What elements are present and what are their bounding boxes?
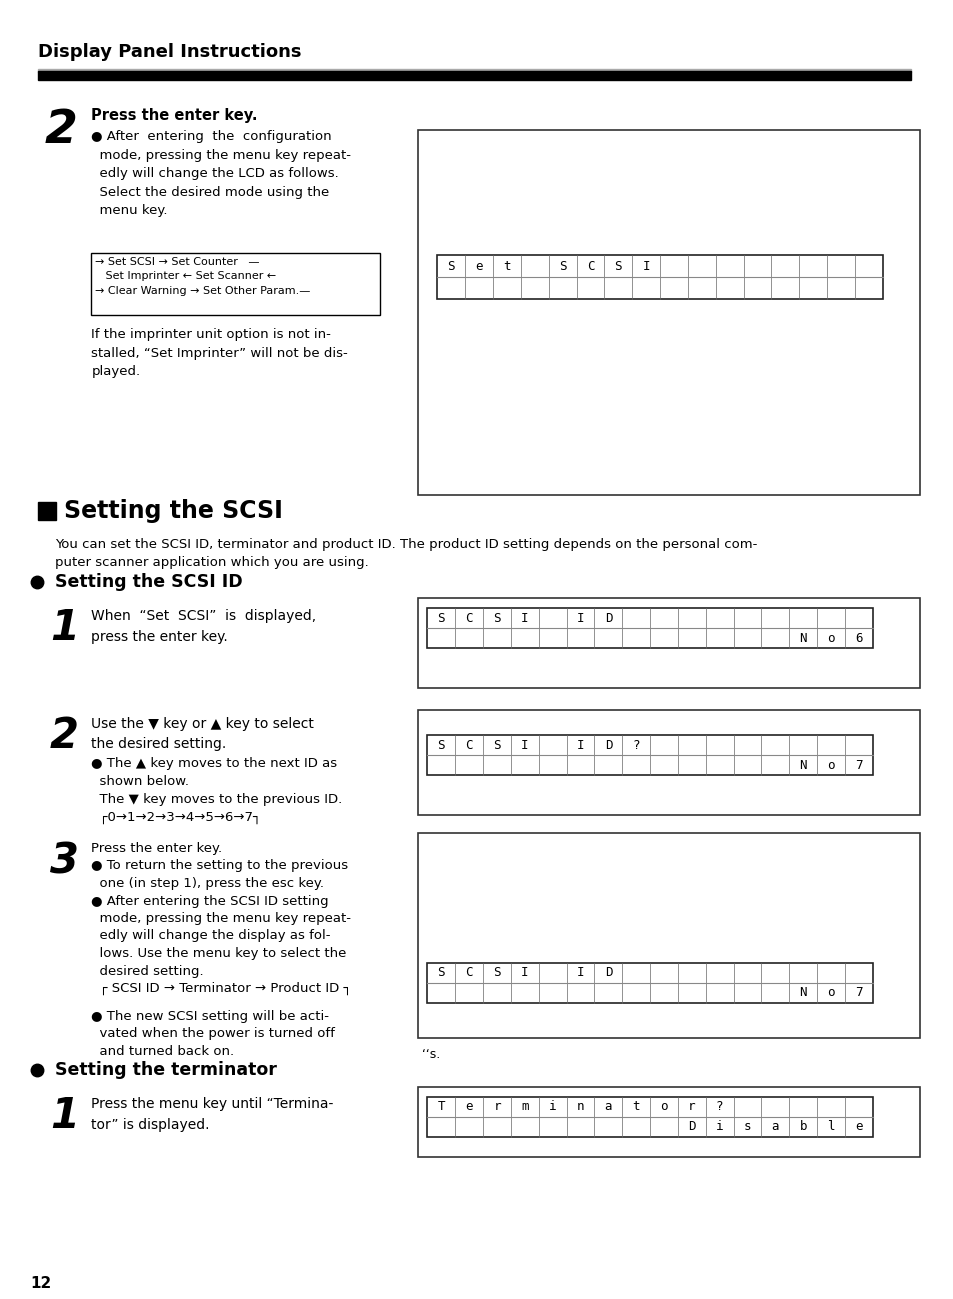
Text: S: S — [493, 739, 500, 752]
Text: 7: 7 — [854, 759, 862, 772]
Text: Press the menu key until “Termina-
tor” is displayed.: Press the menu key until “Termina- tor” … — [91, 1096, 334, 1131]
Text: 1: 1 — [50, 607, 78, 650]
Text: N: N — [799, 759, 806, 772]
Text: 3: 3 — [50, 840, 78, 882]
Text: b: b — [799, 1121, 806, 1134]
Text: ?: ? — [715, 1100, 722, 1113]
Text: ?: ? — [632, 739, 639, 752]
Text: e: e — [854, 1121, 862, 1134]
Text: o: o — [826, 631, 834, 644]
Bar — [417, 833, 919, 1038]
Text: e: e — [475, 260, 482, 273]
Text: N: N — [799, 986, 806, 999]
Text: I: I — [641, 260, 649, 273]
Text: n: n — [577, 1100, 583, 1113]
Text: N: N — [799, 631, 806, 644]
Text: You can set the SCSI ID, terminator and product ID. The product ID setting depen: You can set the SCSI ID, terminator and … — [54, 538, 757, 569]
Text: m: m — [520, 1100, 528, 1113]
Text: 2: 2 — [50, 714, 78, 757]
Text: Use the ▼ key or ▲ key to select
the desired setting.: Use the ▼ key or ▲ key to select the des… — [91, 717, 314, 751]
Text: S: S — [493, 612, 500, 625]
Text: S: S — [493, 966, 500, 979]
Text: C: C — [586, 260, 594, 273]
Text: o: o — [659, 1100, 667, 1113]
Text: e: e — [465, 1100, 473, 1113]
Text: T: T — [437, 1100, 445, 1113]
Text: Press the enter key.: Press the enter key. — [91, 108, 257, 123]
Text: Display Panel Instructions: Display Panel Instructions — [38, 43, 301, 61]
Text: t: t — [632, 1100, 639, 1113]
Text: s: s — [743, 1121, 751, 1134]
Text: When  “Set  SCSI”  is  displayed,
press the enter key.: When “Set SCSI” is displayed, press the … — [91, 609, 316, 643]
Text: ● After  entering  the  configuration
  mode, pressing the menu key repeat-
  ed: ● After entering the configuration mode,… — [91, 130, 351, 217]
Text: C: C — [465, 966, 473, 979]
Bar — [427, 608, 872, 648]
Text: l: l — [826, 1121, 834, 1134]
Bar — [38, 71, 909, 81]
Text: S: S — [558, 260, 566, 273]
Bar — [417, 1087, 919, 1157]
Text: Press the enter key.
● To return the setting to the previous
  one (in step 1), : Press the enter key. ● To return the set… — [91, 842, 352, 995]
Text: t: t — [502, 260, 510, 273]
Text: C: C — [465, 739, 473, 752]
Bar — [427, 735, 872, 776]
Text: r: r — [687, 1100, 695, 1113]
Text: D: D — [687, 1121, 695, 1134]
Text: o: o — [826, 986, 834, 999]
Text: I: I — [520, 966, 528, 979]
Text: a: a — [604, 1100, 612, 1113]
Text: ‘‘s.: ‘‘s. — [422, 1048, 440, 1061]
Text: S: S — [614, 260, 621, 273]
Text: i: i — [715, 1121, 722, 1134]
Text: C: C — [465, 612, 473, 625]
Text: 1: 1 — [50, 1095, 78, 1137]
Text: I: I — [577, 612, 583, 625]
Text: 2: 2 — [45, 108, 77, 153]
Text: Setting the SCSI ID: Setting the SCSI ID — [54, 573, 242, 591]
Bar — [417, 598, 919, 688]
Text: I: I — [577, 739, 583, 752]
Text: S: S — [447, 260, 455, 273]
Text: 6: 6 — [854, 631, 862, 644]
Text: 7: 7 — [854, 986, 862, 999]
Text: I: I — [577, 966, 583, 979]
Text: → Set SCSI → Set Counter   —
   Set Imprinter ← Set Scanner ←
→ Clear Warning → : → Set SCSI → Set Counter — Set Imprinter… — [95, 257, 311, 296]
Bar — [417, 130, 919, 495]
Text: i: i — [548, 1100, 556, 1113]
Text: Setting the terminator: Setting the terminator — [54, 1061, 276, 1079]
Text: D: D — [604, 739, 612, 752]
Text: I: I — [520, 612, 528, 625]
Bar — [436, 255, 882, 299]
Text: If the imprinter unit option is not in-
stalled, “Set Imprinter” will not be dis: If the imprinter unit option is not in- … — [91, 329, 348, 378]
Bar — [417, 711, 919, 814]
Bar — [91, 253, 379, 314]
Text: D: D — [604, 966, 612, 979]
Text: ● The ▲ key moves to the next ID as
  shown below.
  The ▼ key moves to the prev: ● The ▲ key moves to the next ID as show… — [91, 757, 342, 825]
Text: D: D — [604, 612, 612, 625]
Bar — [427, 1096, 872, 1137]
Text: S: S — [437, 966, 445, 979]
Text: Setting the SCSI: Setting the SCSI — [64, 499, 282, 523]
Bar — [38, 501, 55, 520]
Text: a: a — [771, 1121, 779, 1134]
Bar — [427, 963, 872, 1003]
Text: I: I — [520, 739, 528, 752]
Text: S: S — [437, 612, 445, 625]
Text: ● The new SCSI setting will be acti-
  vated when the power is turned off
  and : ● The new SCSI setting will be acti- vat… — [91, 1011, 335, 1057]
Text: r: r — [493, 1100, 500, 1113]
Bar — [38, 69, 909, 71]
Text: 12: 12 — [30, 1276, 51, 1290]
Text: o: o — [826, 759, 834, 772]
Text: S: S — [437, 739, 445, 752]
